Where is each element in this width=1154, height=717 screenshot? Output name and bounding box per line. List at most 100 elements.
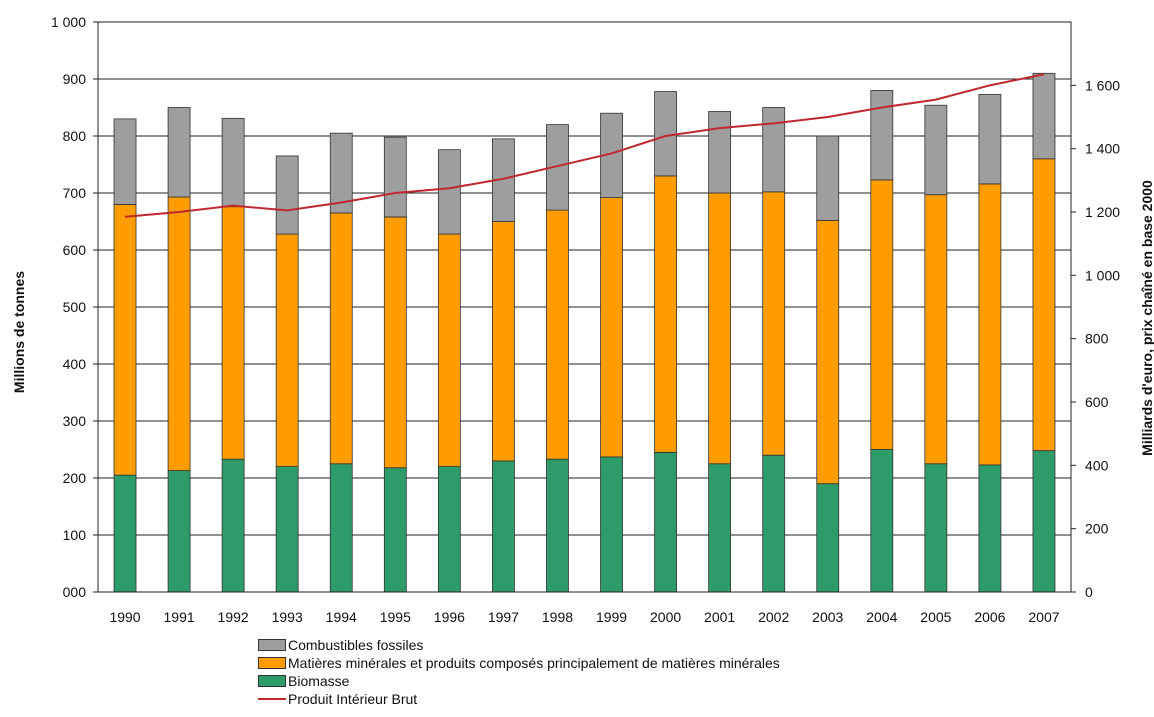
left-axis-ticks: 000 100 200 300 400 500 600 700 800 900 1 000 bbox=[51, 14, 98, 600]
right-axis-ticks: 0 200 400 600 800 1 000 1 200 1 400 1 600 bbox=[1071, 77, 1120, 600]
x-tick-label: 2004 bbox=[866, 609, 897, 625]
x-tick-label: 1992 bbox=[218, 609, 249, 625]
bar-segment bbox=[870, 449, 894, 593]
left-tick-label: 900 bbox=[63, 71, 87, 87]
left-tick-label: 400 bbox=[63, 356, 87, 372]
bar-segment bbox=[654, 91, 677, 177]
bar-segment bbox=[870, 90, 894, 181]
legend-swatch-biomasse bbox=[258, 675, 286, 687]
right-tick-label: 1 000 bbox=[1085, 267, 1120, 283]
left-tick-label: 700 bbox=[63, 185, 87, 201]
bar-segment bbox=[113, 474, 137, 593]
right-tick-label: 200 bbox=[1085, 521, 1109, 537]
bar-segment bbox=[1032, 72, 1056, 160]
bar-segment bbox=[978, 464, 1002, 593]
bar-segment bbox=[275, 466, 299, 593]
bar-segment bbox=[654, 175, 677, 453]
x-tick-label: 2005 bbox=[920, 609, 951, 625]
bar-segment bbox=[167, 196, 191, 471]
bar-segment bbox=[816, 135, 840, 221]
bar-segment bbox=[329, 212, 353, 465]
left-tick-label: 600 bbox=[63, 242, 87, 258]
bar-segment bbox=[113, 118, 137, 205]
bar-segment bbox=[978, 93, 1002, 185]
bar-segment bbox=[924, 104, 948, 196]
bars bbox=[113, 72, 1056, 593]
x-tick-label: 2002 bbox=[758, 609, 789, 625]
x-tick-label: 1998 bbox=[542, 609, 573, 625]
x-tick-label: 1991 bbox=[164, 609, 195, 625]
legend-label-combustibles: Combustibles fossiles bbox=[288, 637, 424, 653]
legend-swatch-combustibles bbox=[258, 639, 286, 651]
bar-segment bbox=[1032, 450, 1056, 593]
bar-segment bbox=[167, 470, 191, 593]
right-axis-title: Milliards d'euro, prix chaîné en base 20… bbox=[1139, 180, 1154, 456]
bar-segment bbox=[1032, 158, 1056, 452]
left-tick-label: 300 bbox=[63, 413, 87, 429]
bar-segment bbox=[546, 458, 569, 593]
left-tick-label: 800 bbox=[63, 128, 87, 144]
bar-segment bbox=[437, 233, 461, 467]
left-tick-label: 000 bbox=[63, 584, 87, 600]
bar-segment bbox=[762, 454, 786, 593]
right-tick-label: 1 600 bbox=[1085, 77, 1120, 93]
bar-segment bbox=[492, 221, 515, 462]
legend-item-combustibles: Combustibles fossiles bbox=[258, 636, 780, 654]
x-tick-label: 1997 bbox=[488, 609, 519, 625]
legend-label-matieres: Matières minérales et produits composés … bbox=[288, 655, 780, 671]
legend-label-biomasse: Biomasse bbox=[288, 673, 350, 689]
x-tick-label: 2003 bbox=[812, 609, 843, 625]
bar-segment bbox=[546, 209, 569, 460]
bar-segment bbox=[708, 111, 732, 194]
bar-segment bbox=[437, 466, 461, 593]
x-axis-ticks: 1990 1991 1992 1993 1994 1995 1996 1997 1998 1999… bbox=[109, 609, 1059, 625]
legend-item-matieres: Matières minérales et produits composés … bbox=[258, 654, 780, 672]
bar-segment bbox=[275, 233, 299, 467]
bar-segment bbox=[708, 463, 732, 593]
pib-line-path bbox=[124, 73, 1045, 218]
bar-segment bbox=[600, 197, 623, 458]
bar-segment bbox=[383, 467, 407, 593]
left-tick-label: 200 bbox=[63, 470, 87, 486]
bar-segment bbox=[546, 124, 569, 211]
bar-segment bbox=[437, 149, 461, 235]
bar-segment bbox=[816, 219, 840, 485]
bar-segment bbox=[924, 194, 948, 465]
bar-segment bbox=[978, 183, 1002, 466]
x-tick-label: 1990 bbox=[109, 609, 140, 625]
left-tick-label: 100 bbox=[63, 527, 87, 543]
x-tick-label: 2007 bbox=[1028, 609, 1059, 625]
bar-segment bbox=[654, 451, 677, 593]
legend-item-pib: Produit Intérieur Brut bbox=[258, 690, 780, 708]
legend-item-biomasse: Biomasse bbox=[258, 672, 780, 690]
bar-segment bbox=[167, 107, 191, 198]
right-tick-label: 0 bbox=[1085, 584, 1093, 600]
bar-segment bbox=[113, 203, 137, 476]
bar-segment bbox=[492, 460, 515, 593]
bar-segment bbox=[816, 483, 840, 593]
right-tick-label: 800 bbox=[1085, 331, 1109, 347]
right-tick-label: 400 bbox=[1085, 457, 1109, 473]
bar-segment bbox=[221, 117, 245, 208]
x-tick-label: 2001 bbox=[704, 609, 735, 625]
x-tick-label: 1993 bbox=[272, 609, 303, 625]
x-tick-label: 2006 bbox=[974, 609, 1005, 625]
legend-label-pib: Produit Intérieur Brut bbox=[288, 691, 418, 707]
pib-line bbox=[124, 73, 1045, 218]
left-axis-title: Millions de tonnes bbox=[11, 271, 27, 393]
bar-segment bbox=[870, 179, 894, 450]
x-tick-label: 1994 bbox=[326, 609, 357, 625]
bar-segment bbox=[383, 136, 407, 218]
legend: Combustibles fossiles Matières minérales… bbox=[258, 636, 780, 708]
bar-segment bbox=[762, 107, 786, 193]
bar-segment bbox=[221, 458, 245, 593]
x-tick-label: 1996 bbox=[434, 609, 465, 625]
bar-segment bbox=[924, 463, 948, 593]
bar-segment bbox=[383, 216, 407, 469]
bar-segment bbox=[329, 132, 353, 214]
legend-swatch-matieres bbox=[258, 657, 286, 669]
legend-swatch-pib bbox=[258, 698, 286, 700]
x-tick-label: 2000 bbox=[650, 609, 681, 625]
bar-segment bbox=[600, 456, 623, 593]
